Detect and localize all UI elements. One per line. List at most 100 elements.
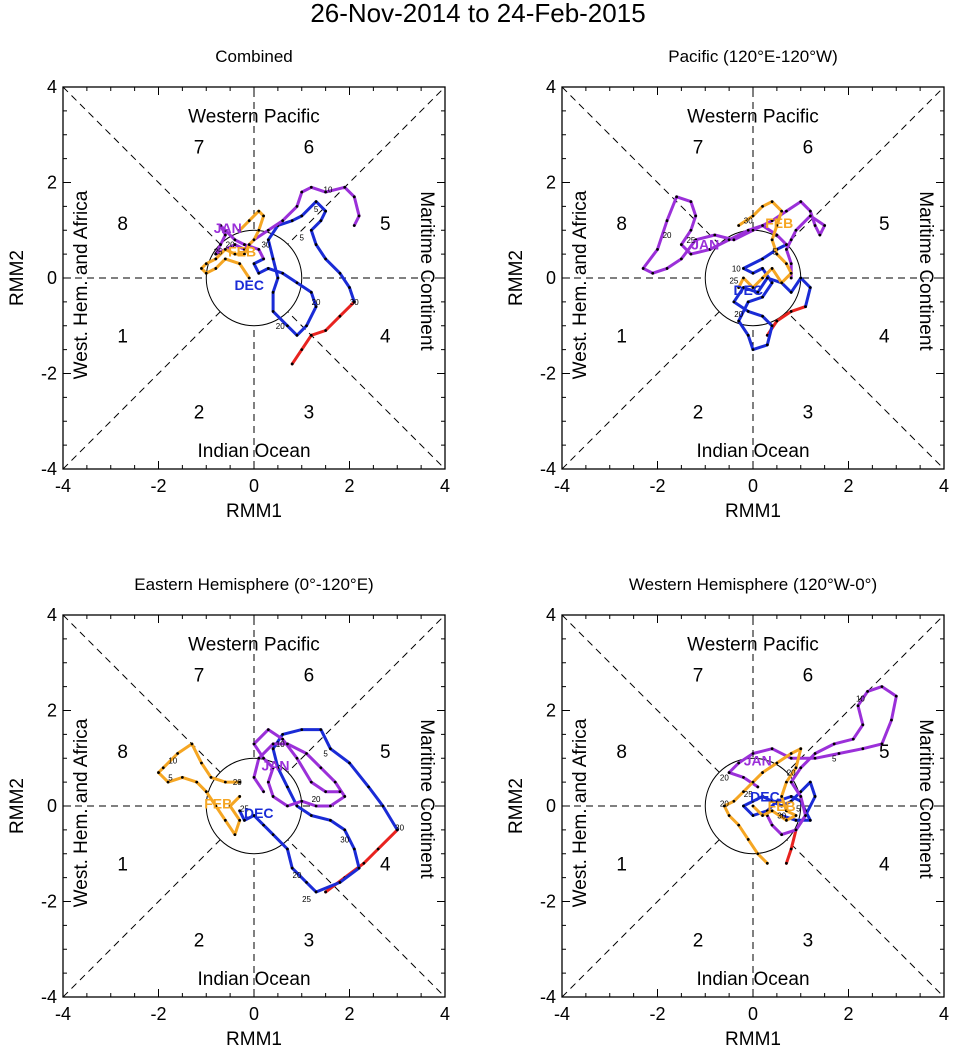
x-axis-label: RMM1 (725, 501, 781, 522)
day-marker (295, 756, 299, 760)
day-marker (309, 185, 313, 189)
y-axis-label: RMM2 (7, 778, 28, 834)
day-marker (742, 804, 745, 808)
day-marker (761, 295, 764, 299)
y-tick-label: 0 (546, 268, 556, 288)
day-annotation: 25 (214, 248, 223, 257)
trajectory-dec (252, 200, 356, 337)
day-marker (271, 747, 275, 751)
day-marker (357, 214, 361, 218)
day-marker (785, 809, 788, 813)
month-label-feb: FEB (768, 798, 796, 814)
day-marker (722, 804, 726, 808)
day-marker (214, 267, 218, 270)
day-marker (338, 314, 342, 318)
day-marker (770, 219, 774, 223)
day-annotation: 10 (168, 757, 177, 766)
day-marker (761, 224, 764, 227)
day-marker (737, 286, 741, 289)
region-label-left: West. Hem. and Africa (71, 190, 92, 379)
phase-label-2: 2 (194, 931, 205, 952)
phase-label-5: 5 (380, 214, 391, 235)
y-tick-label: 2 (546, 173, 556, 193)
y-tick-label: -2 (41, 364, 57, 384)
day-marker (789, 795, 793, 798)
day-marker (751, 348, 755, 352)
day-annotation: 5 (832, 754, 837, 763)
phase-label-2: 2 (693, 931, 704, 952)
day-marker (837, 752, 841, 755)
day-marker (319, 766, 323, 770)
region-label-left: West. Hem. and Africa (570, 718, 591, 907)
panel-title: Pacific (120°E-120°W) (668, 47, 838, 66)
day-marker (775, 252, 779, 256)
day-marker (761, 267, 764, 270)
day-marker (675, 195, 678, 199)
day-marker (271, 795, 275, 798)
day-marker (789, 756, 793, 760)
day-marker (770, 823, 774, 827)
day-marker (200, 761, 203, 765)
day-marker (808, 780, 812, 784)
day-marker (266, 238, 270, 242)
day-marker (262, 257, 265, 261)
day-marker (789, 847, 793, 851)
day-marker (775, 319, 779, 323)
day-marker (286, 742, 289, 746)
day-marker (314, 305, 318, 309)
day-marker (271, 833, 275, 837)
x-axis-label: RMM1 (725, 1029, 781, 1050)
day-annotation: 10 (856, 695, 865, 704)
day-marker (348, 761, 351, 765)
day-marker (161, 766, 165, 770)
day-annotation: 20 (734, 310, 743, 319)
day-marker (894, 694, 898, 698)
day-marker (751, 799, 755, 803)
day-marker (770, 267, 774, 270)
day-marker (780, 833, 784, 837)
x-tick-label: -2 (150, 1004, 166, 1024)
day-marker (343, 828, 347, 832)
y-tick-label: -4 (41, 987, 57, 1007)
day-annotation: 30 (340, 835, 349, 844)
day-marker (238, 818, 242, 822)
day-marker (376, 847, 380, 851)
day-marker (689, 200, 693, 204)
day-marker (708, 247, 712, 251)
day-marker (309, 290, 313, 294)
day-marker (247, 243, 251, 246)
x-tick-label: 4 (939, 476, 949, 496)
day-annotation: 20 (226, 241, 235, 250)
day-marker (799, 747, 803, 751)
day-marker (832, 742, 836, 746)
day-marker (775, 233, 779, 237)
phase-label-4: 4 (879, 854, 890, 875)
day-marker (271, 257, 275, 261)
x-tick-label: -4 (554, 476, 570, 496)
day-marker (281, 271, 285, 275)
day-marker (262, 756, 265, 760)
day-marker (737, 761, 741, 765)
day-marker (286, 785, 289, 789)
day-annotation: 20 (312, 298, 321, 307)
day-marker (195, 780, 199, 784)
x-tick-label: -2 (649, 476, 665, 496)
day-marker (727, 238, 731, 242)
day-marker (324, 190, 328, 194)
phase-label-1: 1 (616, 326, 627, 347)
phase-label-5: 5 (879, 742, 890, 763)
region-label-right: Maritime Continent (915, 719, 936, 879)
region-label-top: Western Pacific (687, 107, 819, 128)
day-marker (770, 747, 774, 751)
phase-label-7: 7 (693, 138, 704, 159)
day-marker (200, 267, 203, 270)
panel-title: Combined (215, 47, 293, 66)
day-marker (305, 324, 308, 328)
day-marker (362, 861, 366, 865)
day-marker (314, 200, 318, 204)
day-marker (276, 766, 280, 770)
day-marker (324, 790, 328, 794)
day-marker (756, 785, 760, 789)
phase-label-1: 1 (616, 854, 627, 875)
day-marker (180, 775, 184, 779)
